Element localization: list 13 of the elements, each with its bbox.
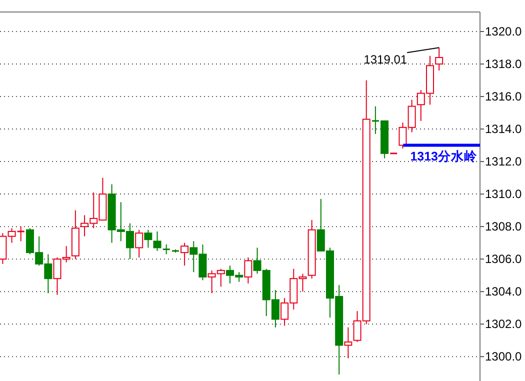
y-tick-label: 1310.0 xyxy=(485,187,522,202)
y-tick-label: 1320.0 xyxy=(485,24,522,39)
annotation: 1319.01 xyxy=(364,52,408,67)
y-tick-label: 1312.0 xyxy=(485,154,522,169)
y-tick-label: 1300.0 xyxy=(485,350,522,364)
y-tick-label: 1308.0 xyxy=(485,220,522,234)
ref-line-label: 1313分水岭 xyxy=(410,149,478,164)
y-tick-label: 1302.0 xyxy=(485,317,522,332)
y-tick-label: 1318.0 xyxy=(485,57,522,72)
y-tick-label: 1314.0 xyxy=(485,122,522,136)
y-tick-label: 1304.0 xyxy=(485,284,522,299)
y-tick-label: 1316.0 xyxy=(485,90,522,104)
y-tick-label: 1306.0 xyxy=(485,252,522,266)
